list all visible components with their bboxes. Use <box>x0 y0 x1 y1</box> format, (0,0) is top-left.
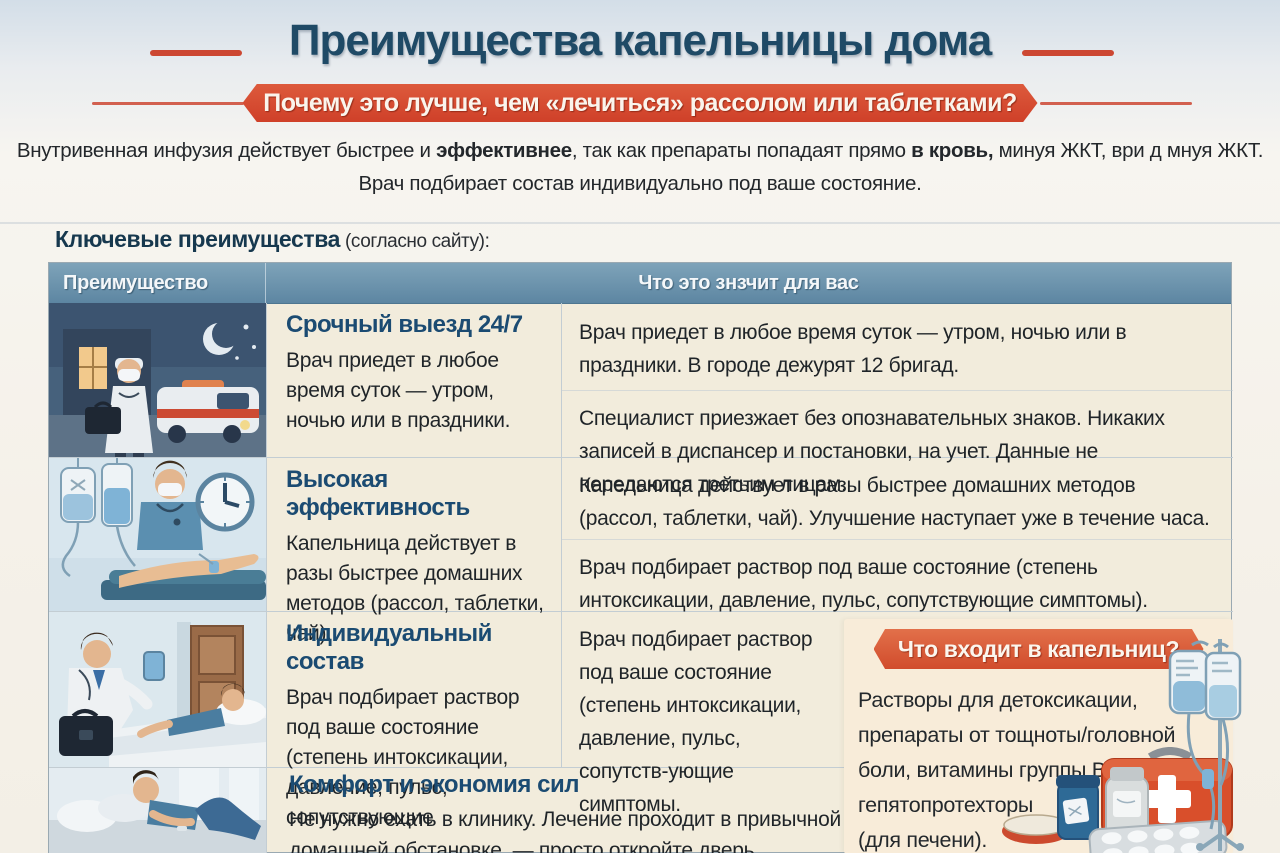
drip-contents-line: Растворы для детоксикации, <box>858 688 1138 712</box>
page-title: Преимущества капельницы дома <box>288 16 992 65</box>
iv-bags-icon <box>1168 639 1244 851</box>
iv-treatment-scene-icon <box>49 458 266 611</box>
night-visit-scene-icon <box>49 303 266 457</box>
title-right-dash <box>1022 50 1114 56</box>
home-visit-scene-icon <box>49 612 266 767</box>
patient-in-bed-icon <box>109 683 266 767</box>
patient-arm-icon <box>101 553 266 600</box>
iv-stand-illustration <box>1162 639 1247 853</box>
subtitle-ribbon: Почему это лучше, чем «лечиться» рассоло… <box>242 84 1038 122</box>
subcell-divider-1 <box>561 390 1233 391</box>
meaning-cell: Врач приедет в любое время суток — утром… <box>579 321 1127 377</box>
table-header-meaning: Что это знзчит для вас <box>638 272 859 294</box>
drip-contents-line: (для печени). <box>858 828 988 852</box>
iv-bottle-icon <box>101 458 136 567</box>
drip-contents-ribbon: Что входит в капельниц? <box>873 629 1204 669</box>
red-dish-icon <box>1002 814 1070 844</box>
meaning-cell: Капельница действует в разы быстрее дома… <box>579 474 1210 530</box>
resting-man-icon <box>133 770 261 840</box>
clock-icon <box>195 472 255 532</box>
drip-contents-box: Что входит в капельниц? Растворы для дет… <box>844 619 1244 853</box>
benefit-cell-comfort: Комфорт и экономия сил Не нужно ехать в … <box>289 771 869 853</box>
illustration-nurse-iv-clock <box>49 458 266 611</box>
ribbon-left-dash <box>92 102 244 105</box>
illustration-man-on-couch <box>49 768 266 853</box>
illustration-doctor-ambulance-night <box>49 303 266 457</box>
table-header-row: Преимущество Что это знзчит для вас <box>49 263 1231 304</box>
benefit-description: Капельница действует в разы быстрее дома… <box>286 532 544 645</box>
blue-jar-icon <box>1056 775 1100 840</box>
table-header-benefit: Преимущество <box>49 263 266 303</box>
title-left-dash <box>150 50 242 56</box>
benefit-description: Не нужно ехать в клинику. Лечение проход… <box>289 808 841 853</box>
doctor-icon <box>85 358 153 457</box>
benefit-title: Высокая эффективность <box>286 466 470 521</box>
meaning-cell: Врач подбирает раствор под ваше состояни… <box>579 556 1148 612</box>
meaning-cell: Специалист приезжает без опознавательных… <box>579 407 1165 496</box>
drip-contents-line: препараты от тощноты/головной <box>858 723 1176 747</box>
benefits-table: Преимущество Что это знзчит для вас <box>48 262 1244 853</box>
subcell-divider-2 <box>561 539 1233 540</box>
doctor-icon <box>59 632 153 756</box>
drip-contents-line: гепятопротехторы <box>858 793 1034 817</box>
illustration-doctor-bedside <box>49 612 266 767</box>
ambulance-icon <box>157 380 259 443</box>
iv-bag-icon <box>60 458 96 578</box>
first-aid-kit-icon <box>1002 747 1233 853</box>
benefit-cell-urgent-visit: Срочный выезд 24/7 Врач приедет в любое … <box>286 311 544 436</box>
row-divider-2 <box>49 611 1233 612</box>
benefit-title: Срочный выезд 24/7 <box>286 311 523 338</box>
benefit-description: Врач приедет в любое время суток — утром… <box>286 349 511 432</box>
drip-contents-text: Растворы для детоксикации, препараты от … <box>858 683 1176 853</box>
intro-paragraph: Внутривенная инфузия действует быстрее и… <box>0 134 1280 200</box>
white-bottle-icon <box>1105 767 1149 840</box>
row-divider-1 <box>49 457 1233 458</box>
benefit-title: Комфорт и экономия сил <box>289 771 579 798</box>
column-divider-1 <box>266 303 267 853</box>
benefit-cell-individual: Индивидуальный состав Врач подбирает рас… <box>286 620 544 833</box>
benefit-title: Индивидуальный состав <box>286 620 492 675</box>
section-heading: Ключевые преимущества (согласно сайту): <box>55 226 490 252</box>
pill-blister-icon <box>1088 819 1228 853</box>
nurse-icon <box>137 460 203 550</box>
intro-line-1: Внутривенная инфузия действует быстрее и… <box>16 139 1264 162</box>
medicine-cluster-illustration <box>1002 747 1234 853</box>
horizontal-divider <box>0 222 1280 224</box>
benefit-cell-effectiveness: Высокая эффективность Капельница действу… <box>286 466 544 649</box>
row-divider-3 <box>49 767 1233 768</box>
benefit-description: Врач подбирает раствор под ваше состояни… <box>286 686 520 829</box>
intro-line-2: Врач подбирает состав индивидуально под … <box>358 172 922 195</box>
column-divider-2 <box>561 303 562 767</box>
meaning-cell: Врач подбирает раствор под ваше состояни… <box>579 628 813 816</box>
resting-at-home-scene-icon <box>49 768 266 853</box>
ribbon-right-dash <box>1040 102 1192 105</box>
